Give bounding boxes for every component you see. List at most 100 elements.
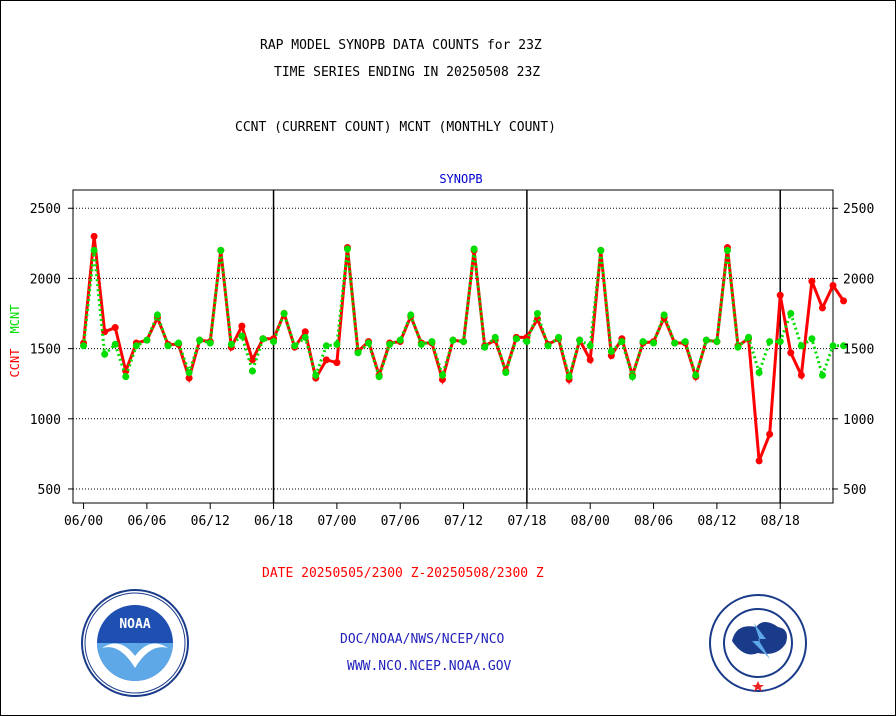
- x-tick-label: 06/18: [254, 514, 293, 529]
- y-tick-label-left: 1500: [30, 343, 61, 358]
- y-tick-label-right: 2500: [843, 202, 874, 217]
- mcnt-point: [270, 338, 278, 346]
- ccnt-point: [797, 371, 805, 379]
- chart-title-line1: RAP MODEL SYNOPB DATA COUNTS for 23Z: [260, 38, 542, 53]
- ccnt-point: [90, 232, 98, 240]
- mcnt-point: [734, 343, 742, 351]
- mcnt-point: [322, 342, 330, 350]
- mcnt-point: [365, 339, 373, 347]
- mcnt-point: [206, 339, 214, 347]
- mcnt-point: [639, 338, 647, 346]
- mcnt-point: [565, 373, 573, 381]
- mcnt-point: [259, 335, 267, 343]
- ccnt-point: [248, 356, 256, 364]
- mcnt-point: [122, 373, 130, 381]
- mcnt-point: [407, 311, 415, 319]
- mcnt-series-line: [82, 248, 844, 383]
- ccnt-point: [301, 328, 309, 336]
- ccnt-point: [238, 322, 246, 330]
- y-tick-label-left: 2000: [30, 272, 61, 287]
- ccnt-point: [333, 359, 341, 367]
- ccnt-point: [185, 374, 193, 382]
- x-tick-label: 08/18: [761, 514, 800, 529]
- mcnt-point: [660, 311, 668, 319]
- mcnt-point: [533, 310, 541, 318]
- x-tick-label: 07/12: [444, 514, 483, 529]
- mcnt-point: [343, 245, 351, 253]
- noaa-logo: NOAA: [81, 589, 189, 697]
- website-text: WWW.NCO.NCEP.NOAA.GOV: [347, 659, 512, 674]
- mcnt-point: [248, 367, 256, 375]
- mcnt-point: [175, 339, 183, 347]
- mcnt-point: [692, 371, 700, 379]
- mcnt-point: [650, 339, 658, 347]
- mcnt-point: [491, 333, 499, 341]
- mcnt-point: [153, 311, 161, 319]
- mcnt-point: [333, 340, 341, 348]
- mcnt-point: [512, 335, 520, 343]
- mcnt-point: [460, 338, 468, 346]
- ccnt-point: [586, 356, 594, 364]
- ccnt-point: [840, 297, 848, 305]
- x-tick-label: 07/18: [507, 514, 546, 529]
- mcnt-point: [776, 338, 784, 346]
- mcnt-point: [840, 342, 848, 350]
- ccnt-point: [829, 281, 837, 289]
- mcnt-point: [808, 335, 816, 343]
- y-tick-label-right: 500: [843, 483, 866, 498]
- mcnt-point: [671, 339, 679, 347]
- mcnt-point: [597, 246, 605, 254]
- noaa-logo-text: NOAA: [119, 617, 150, 632]
- y-tick-label-right: 1500: [843, 343, 874, 358]
- mcnt-point: [386, 340, 394, 348]
- mcnt-point: [607, 347, 615, 355]
- mcnt-point: [470, 245, 478, 253]
- nws-logo: [709, 594, 807, 692]
- mcnt-point: [576, 336, 584, 344]
- ccnt-point: [766, 430, 774, 438]
- mcnt-point: [523, 338, 531, 346]
- plot-border: [72, 189, 834, 504]
- mcnt-point: [766, 338, 774, 346]
- x-tick-label: 08/00: [571, 514, 610, 529]
- ccnt-point: [776, 291, 784, 299]
- mcnt-point: [217, 246, 225, 254]
- x-tick-label: 07/00: [317, 514, 356, 529]
- mcnt-point: [586, 342, 594, 350]
- mcnt-point: [417, 340, 425, 348]
- org-path-text: DOC/NOAA/NWS/NCEP/NCO: [340, 632, 505, 647]
- ccnt-point: [755, 457, 763, 465]
- mcnt-point: [745, 333, 753, 341]
- mcnt-point: [481, 343, 489, 351]
- ccnt-point: [818, 304, 826, 312]
- chart-subtitle: CCNT (CURRENT COUNT) MCNT (MONTHLY COUNT…: [235, 120, 556, 135]
- mcnt-point: [544, 342, 552, 350]
- x-tick-label: 08/06: [634, 514, 673, 529]
- mcnt-point: [818, 371, 826, 379]
- mcnt-point: [101, 350, 109, 358]
- mcnt-point: [829, 342, 837, 350]
- mcnt-point: [555, 333, 563, 341]
- ccnt-point: [808, 277, 816, 285]
- mcnt-point: [90, 246, 98, 254]
- y-axis-label-mcnt: MCNT: [8, 305, 22, 334]
- y-tick-label-right: 1000: [843, 413, 874, 428]
- mcnt-point: [185, 368, 193, 376]
- mcnt-point: [196, 336, 204, 344]
- x-tick-label: 08/12: [697, 514, 736, 529]
- x-tick-label: 06/06: [127, 514, 166, 529]
- mcnt-point: [702, 336, 710, 344]
- mcnt-point: [132, 342, 140, 350]
- x-tick-label: 06/12: [191, 514, 230, 529]
- mcnt-point: [755, 368, 763, 376]
- mcnt-point: [80, 342, 88, 350]
- mcnt-point: [681, 338, 689, 346]
- ccnt-point: [111, 324, 119, 332]
- y-tick-label-left: 2500: [30, 202, 61, 217]
- mcnt-point: [628, 373, 636, 381]
- mcnt-point: [238, 332, 246, 340]
- mcnt-point: [143, 336, 151, 344]
- y-tick-label-left: 500: [38, 483, 61, 498]
- mcnt-point: [438, 371, 446, 379]
